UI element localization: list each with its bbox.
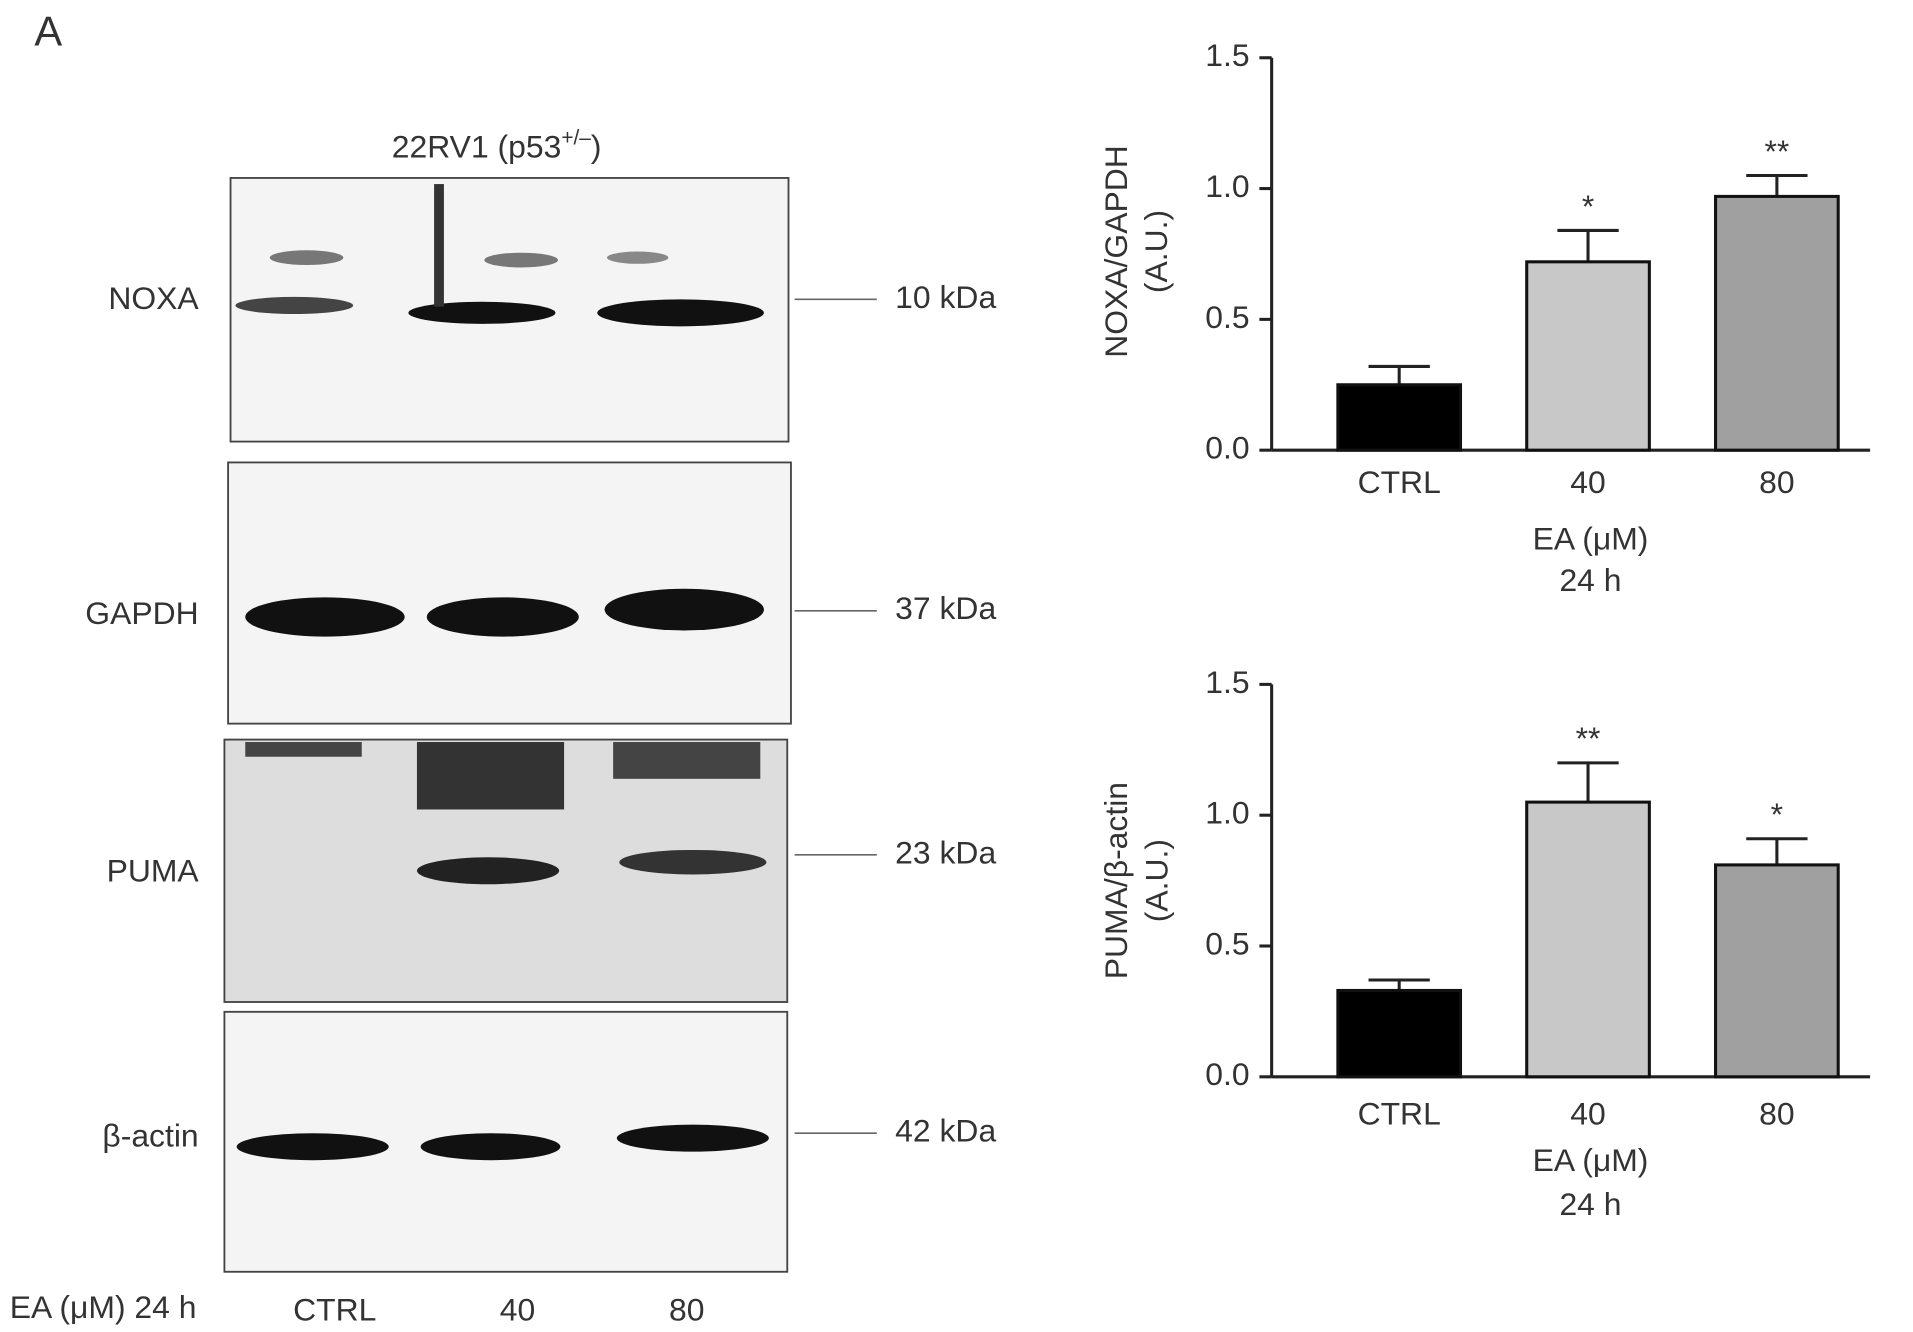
y-tick-label: 1.0 — [1205, 168, 1249, 204]
x-axis-label: 24 h — [1559, 1186, 1621, 1222]
x-tick-label: 40 — [1570, 1095, 1605, 1131]
y-tick-label: 1.0 — [1205, 795, 1249, 831]
bar — [1336, 383, 1463, 452]
bar — [1714, 194, 1840, 452]
size-label: 42 kDa — [895, 1113, 996, 1149]
blot-puma — [223, 738, 789, 1003]
x-tick-label: 80 — [1759, 1095, 1794, 1131]
x-tick-label: CTRL — [1358, 1095, 1441, 1131]
lane-label: 80 — [669, 1292, 704, 1328]
bar — [1714, 863, 1840, 1079]
lane-label: 40 — [500, 1292, 535, 1328]
panel-label: A — [34, 7, 62, 54]
y-tick-label: 1.5 — [1205, 37, 1249, 73]
y-axis-label: NOXA/GAPDH — [1098, 145, 1134, 358]
significance: ** — [1576, 720, 1601, 756]
y-tick-label: 0.0 — [1205, 430, 1249, 466]
row-label: PUMA — [107, 853, 200, 889]
row-label: GAPDH — [85, 595, 198, 631]
blot-title-main: 22RV1 (p53 — [392, 129, 562, 165]
size-label: 10 kDa — [895, 279, 996, 315]
bar — [1336, 988, 1463, 1079]
y-axis-label: PUMA/β-actin — [1098, 782, 1134, 979]
x-axis-label: EA (μM) — [1533, 1142, 1649, 1178]
x-tick-label: 80 — [1759, 464, 1794, 500]
condition-label: EA (μM) 24 h — [10, 1289, 197, 1325]
y-tick-label: 0.0 — [1205, 1056, 1249, 1092]
blot-noxa — [229, 177, 790, 443]
y-tick-label: 0.5 — [1205, 925, 1249, 961]
x-tick-label: 40 — [1570, 464, 1605, 500]
size-label: 37 kDa — [895, 590, 996, 626]
blot-actin — [223, 1010, 789, 1273]
y-tick-label: 0.5 — [1205, 299, 1249, 335]
significance: * — [1771, 796, 1783, 832]
y-axis-label: (A.U.) — [1138, 210, 1174, 293]
blot-title-sup: +/– — [561, 126, 591, 149]
x-axis-label: 24 h — [1559, 562, 1621, 598]
blot-title: 22RV1 (p53+/–) — [392, 126, 602, 165]
row-label: NOXA — [108, 280, 199, 316]
row-label: β-actin — [102, 1118, 198, 1154]
bar — [1525, 800, 1651, 1079]
significance: * — [1582, 188, 1594, 224]
y-axis-label: (A.U.) — [1138, 839, 1174, 922]
significance: ** — [1764, 133, 1789, 169]
blot-gapdh — [227, 461, 792, 725]
lane-label: CTRL — [293, 1292, 376, 1328]
x-axis-label: EA (μM) — [1533, 520, 1649, 556]
bar — [1525, 260, 1651, 452]
y-tick-label: 1.5 — [1205, 664, 1249, 700]
x-tick-label: CTRL — [1358, 464, 1441, 500]
size-label: 23 kDa — [895, 834, 996, 870]
blot-title-end: ) — [591, 129, 602, 165]
